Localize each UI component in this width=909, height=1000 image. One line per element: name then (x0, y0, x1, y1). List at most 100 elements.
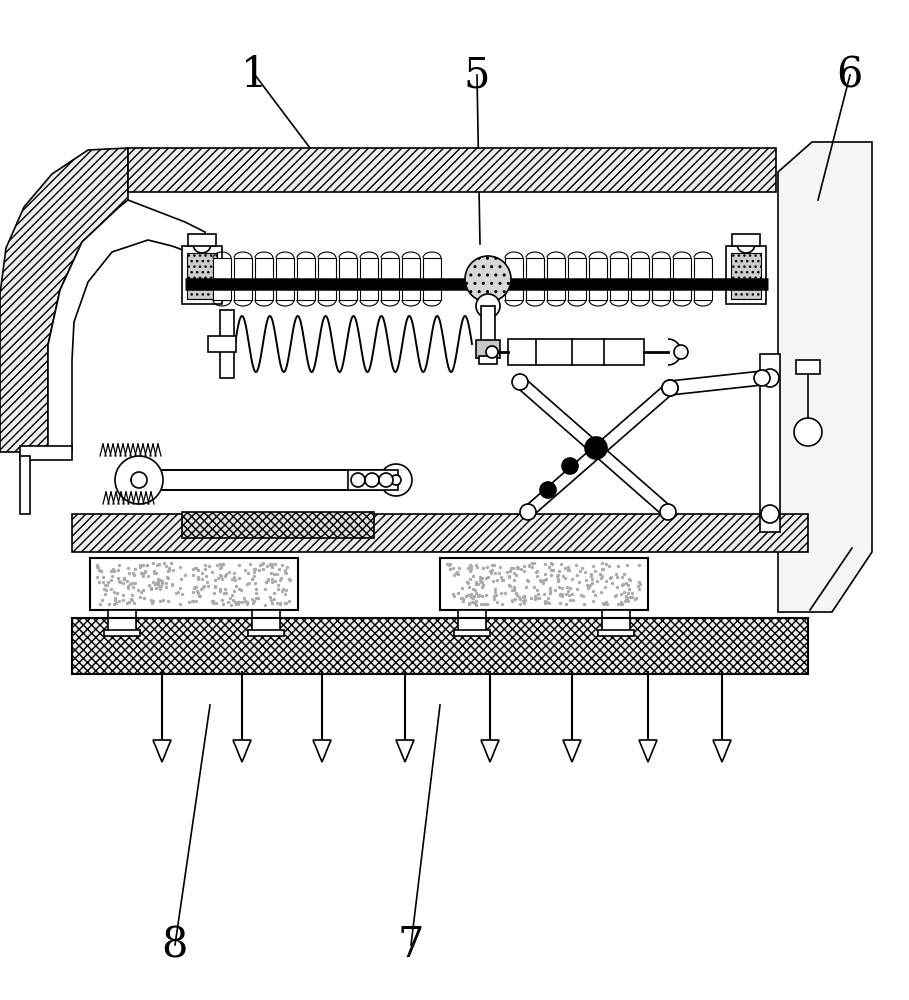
Circle shape (520, 504, 536, 520)
Point (247, 568, 262, 584)
Point (489, 572, 504, 588)
Point (113, 574, 127, 590)
Point (150, 574, 165, 590)
Point (148, 565, 163, 581)
Bar (598, 630, 634, 636)
Point (519, 572, 534, 588)
Point (489, 594, 504, 610)
Point (205, 593, 219, 609)
Point (226, 569, 241, 585)
Point (469, 585, 484, 601)
Point (96, 581, 111, 597)
Point (560, 579, 574, 595)
Point (610, 569, 624, 585)
Point (232, 570, 246, 586)
Bar (128, 148, 776, 192)
Bar (440, 558, 648, 610)
Text: 7: 7 (397, 924, 425, 966)
Point (189, 593, 204, 609)
Point (554, 588, 569, 604)
Point (271, 577, 285, 593)
Circle shape (585, 437, 607, 459)
Point (507, 572, 522, 588)
Point (544, 555, 559, 571)
Point (465, 594, 480, 610)
Point (472, 587, 486, 603)
Circle shape (662, 380, 678, 396)
Point (209, 557, 224, 573)
Point (161, 562, 175, 578)
Point (471, 576, 485, 592)
Point (494, 585, 508, 601)
Point (111, 570, 125, 586)
Polygon shape (669, 371, 763, 395)
Point (258, 581, 273, 597)
Point (519, 579, 534, 595)
Point (580, 577, 594, 593)
Circle shape (761, 505, 779, 523)
Point (446, 586, 461, 602)
Point (209, 595, 224, 611)
Point (459, 588, 474, 604)
Point (208, 579, 223, 595)
Point (454, 580, 469, 596)
Point (108, 590, 123, 606)
Point (557, 560, 572, 576)
Point (561, 559, 575, 575)
Point (489, 587, 504, 603)
Point (577, 564, 592, 580)
Point (92, 562, 106, 578)
Point (190, 585, 205, 601)
Point (620, 590, 634, 606)
Point (194, 581, 208, 597)
Point (134, 584, 148, 600)
Point (486, 557, 501, 573)
Point (159, 579, 174, 595)
Point (153, 572, 167, 588)
Bar (481, 306, 495, 342)
Point (127, 595, 142, 611)
Point (265, 595, 280, 611)
Point (544, 562, 558, 578)
Point (161, 563, 175, 579)
Point (206, 595, 221, 611)
Point (536, 572, 551, 588)
Circle shape (365, 473, 379, 487)
Point (282, 571, 296, 587)
Point (563, 580, 577, 596)
Point (516, 595, 531, 611)
Point (583, 577, 597, 593)
Point (247, 593, 262, 609)
Point (279, 595, 294, 611)
Point (93, 596, 107, 612)
Polygon shape (396, 740, 414, 762)
Point (115, 592, 130, 608)
Point (119, 595, 134, 611)
Point (597, 579, 612, 595)
Bar (381, 258, 399, 300)
Point (137, 563, 152, 579)
Point (474, 596, 488, 612)
Point (249, 585, 264, 601)
Point (181, 594, 195, 610)
Point (230, 596, 245, 612)
Point (507, 591, 522, 607)
Point (95, 569, 110, 585)
Point (515, 589, 530, 605)
Point (90, 557, 105, 573)
Point (594, 584, 608, 600)
Point (575, 588, 590, 604)
Point (574, 560, 589, 576)
Point (238, 562, 253, 578)
Point (265, 574, 279, 590)
Point (237, 590, 252, 606)
Bar (610, 258, 628, 300)
Point (127, 561, 142, 577)
Point (504, 582, 519, 598)
Point (563, 592, 577, 608)
Point (191, 571, 205, 587)
Point (557, 570, 572, 586)
Bar (602, 610, 630, 632)
Point (614, 569, 629, 585)
Circle shape (660, 504, 676, 520)
